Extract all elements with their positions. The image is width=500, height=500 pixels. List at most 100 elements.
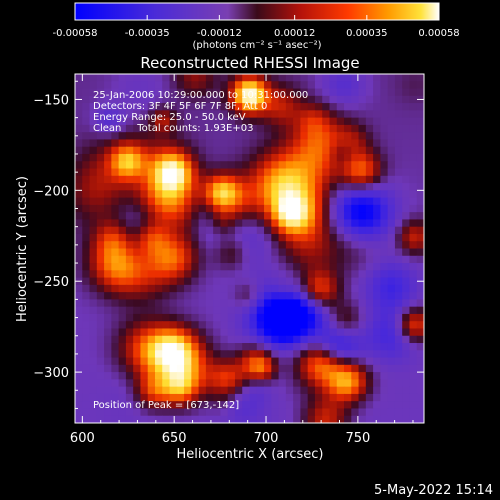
heatmap-cell: [271, 393, 280, 402]
heatmap-cell: [373, 219, 381, 228]
heatmap-cell: [373, 117, 381, 126]
heatmap-cell: [147, 103, 156, 111]
heatmap-cell: [140, 364, 149, 373]
heatmap-cell: [278, 226, 287, 235]
heatmap-cell: [402, 226, 411, 235]
heatmap-cell: [380, 197, 389, 206]
heatmap-cell: [373, 255, 381, 264]
heatmap-cell: [285, 364, 294, 373]
heatmap-cell: [249, 321, 258, 330]
heatmap-cell: [264, 153, 272, 162]
heatmap-cell: [314, 139, 323, 148]
heatmap-cell: [198, 124, 207, 133]
heatmap-cell: [285, 88, 294, 97]
heatmap-cell: [264, 248, 272, 257]
heatmap-cell: [162, 175, 171, 184]
heatmap-cell: [322, 313, 331, 322]
heatmap-cell: [191, 292, 200, 300]
colorbar-tick-label: -0.00035: [125, 28, 170, 39]
heatmap-cell: [140, 321, 149, 330]
heatmap-cell: [169, 343, 178, 351]
heatmap-cell: [416, 132, 424, 141]
heatmap-cell: [402, 284, 411, 293]
heatmap-cell: [242, 233, 251, 242]
heatmap-cell: [278, 401, 287, 410]
heatmap-cell: [365, 379, 374, 388]
heatmap-cell: [162, 81, 171, 90]
heatmap-cell: [314, 212, 323, 221]
heatmap-cell: [184, 197, 192, 206]
heatmap-cell: [227, 357, 236, 366]
heatmap-cell: [300, 110, 309, 119]
heatmap-cell: [96, 277, 105, 286]
heatmap-cell: [89, 248, 98, 257]
heatmap-cell: [256, 343, 265, 351]
heatmap-cell: [234, 415, 243, 423]
heatmap-cells: [75, 74, 424, 423]
heatmap-cell: [213, 248, 222, 257]
heatmap-cell: [416, 357, 424, 366]
colorbar-tick-label: 0.00012: [274, 28, 315, 39]
heatmap-cell: [184, 219, 192, 228]
heatmap-cell: [213, 270, 222, 279]
heatmap-cell: [365, 74, 374, 82]
heatmap-cell: [387, 372, 396, 380]
heatmap-cell: [75, 233, 83, 242]
heatmap-cell: [125, 146, 134, 155]
heatmap-cell: [278, 306, 287, 315]
heatmap-cell: [373, 328, 381, 337]
heatmap-cell: [169, 95, 178, 104]
heatmap-cell: [402, 408, 411, 417]
heatmap-cell: [176, 175, 185, 184]
heatmap-cell: [256, 103, 265, 111]
heatmap-cell: [111, 248, 120, 257]
heatmap-cell: [220, 146, 229, 155]
heatmap-cell: [402, 270, 411, 279]
heatmap-cell: [89, 313, 98, 322]
heatmap-cell: [125, 124, 134, 133]
heatmap-cell: [162, 103, 171, 111]
heatmap-cell: [82, 124, 91, 133]
heatmap-cell: [285, 386, 294, 395]
heatmap-cell: [104, 386, 112, 395]
heatmap-cell: [314, 270, 323, 279]
heatmap-cell: [336, 139, 345, 148]
heatmap-cell: [336, 415, 345, 423]
heatmap-cell: [198, 292, 207, 300]
heatmap-cell: [104, 364, 112, 373]
heatmap-cell: [344, 386, 352, 395]
heatmap-cell: [351, 284, 360, 293]
heatmap-cell: [176, 74, 185, 82]
heatmap-cell: [409, 117, 418, 126]
heatmap-cell: [271, 335, 280, 344]
heatmap-cell: [147, 74, 156, 82]
heatmap-cell: [307, 299, 316, 308]
heatmap-cell: [293, 117, 301, 126]
heatmap-cell: [104, 95, 112, 104]
heatmap-cell: [234, 335, 243, 344]
heatmap-cell: [394, 117, 403, 126]
heatmap-cell: [227, 197, 236, 206]
heatmap-cell: [162, 263, 171, 271]
heatmap-cell: [373, 401, 381, 410]
heatmap-cell: [234, 386, 243, 395]
heatmap-cell: [249, 88, 258, 97]
heatmap-cell: [336, 95, 345, 104]
heatmap-cell: [75, 139, 83, 148]
heatmap-cell: [358, 277, 367, 286]
x-tick-label: 750: [345, 431, 370, 446]
heatmap-cell: [358, 139, 367, 148]
heatmap-cell: [184, 372, 192, 380]
heatmap-cell: [322, 343, 331, 351]
heatmap-cell: [242, 153, 251, 162]
heatmap-cell: [82, 183, 91, 191]
heatmap-cell: [307, 117, 316, 126]
heatmap-cell: [249, 146, 258, 155]
heatmap-cell: [104, 74, 112, 82]
heatmap-cell: [220, 117, 229, 126]
heatmap-cell: [365, 328, 374, 337]
heatmap-cell: [293, 139, 301, 148]
x-tick-label: 700: [254, 431, 279, 446]
heatmap-cell: [169, 146, 178, 155]
heatmap-cell: [314, 255, 323, 264]
